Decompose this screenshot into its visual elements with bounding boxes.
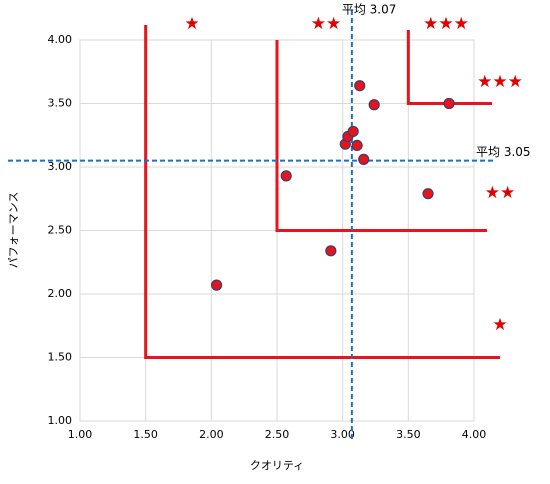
x-tick-label: 1.50 xyxy=(133,428,158,441)
x-tick-label: 2.00 xyxy=(199,428,224,441)
average-label: 平均 3.07 xyxy=(342,3,397,17)
point xyxy=(347,125,359,138)
rating-label: ★★ xyxy=(485,183,515,203)
x-tick-label: 4.00 xyxy=(462,428,487,441)
point xyxy=(422,188,434,200)
y-tick-label: 1.00 xyxy=(48,414,73,427)
rating-label: ★★★ xyxy=(423,14,469,34)
point xyxy=(280,170,292,182)
point xyxy=(368,99,380,111)
point xyxy=(443,97,455,110)
rating-label: ★ xyxy=(184,14,199,34)
rating-label: ★ xyxy=(492,315,507,335)
y-tick-label: 3.50 xyxy=(48,97,73,110)
y-tick-label: 2.50 xyxy=(48,224,73,237)
x-axis-title: クオリティ xyxy=(250,459,304,472)
zone-boundary xyxy=(144,25,500,359)
point xyxy=(354,80,366,92)
zone-boundary xyxy=(406,30,492,105)
point xyxy=(358,153,370,165)
y-tick-label: 4.00 xyxy=(48,33,73,46)
average-label: 平均 3.05 xyxy=(476,145,531,159)
rating-label: ★★★ xyxy=(477,72,523,92)
x-tick-label: 2.50 xyxy=(265,428,290,441)
point xyxy=(325,245,337,257)
point xyxy=(210,279,223,291)
rating-label: ★★ xyxy=(311,14,341,34)
x-tick-label: 3.00 xyxy=(330,428,355,441)
x-tick-label: 3.50 xyxy=(396,428,421,441)
zone-boundary xyxy=(275,40,487,232)
point xyxy=(351,139,363,152)
y-axis-title: パフォーマンス xyxy=(7,192,20,269)
x-tick-label: 1.00 xyxy=(68,428,93,441)
y-tick-label: 3.00 xyxy=(48,160,73,173)
y-tick-label: 2.00 xyxy=(48,287,73,300)
y-tick-label: 1.50 xyxy=(48,351,73,364)
